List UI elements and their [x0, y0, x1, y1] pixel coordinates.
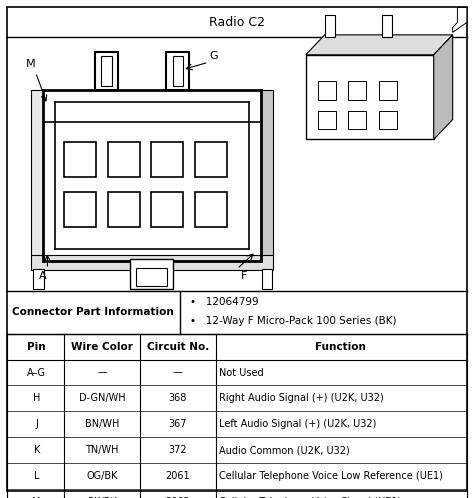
- Bar: [136, 268, 167, 286]
- Text: Pin: Pin: [27, 342, 46, 352]
- Bar: [101, 56, 112, 86]
- Bar: [64, 142, 96, 177]
- Text: L: L: [34, 471, 39, 481]
- Bar: [33, 269, 44, 289]
- Polygon shape: [453, 7, 467, 32]
- Text: Not Used: Not Used: [219, 368, 264, 377]
- Text: H: H: [33, 393, 40, 403]
- Bar: [348, 81, 366, 100]
- Bar: [262, 269, 272, 289]
- Text: 2062: 2062: [165, 497, 190, 498]
- Text: Left Audio Signal (+) (U2K, U32): Left Audio Signal (+) (U2K, U32): [219, 419, 377, 429]
- Bar: [379, 81, 397, 100]
- Bar: [382, 15, 392, 37]
- Text: K: K: [34, 445, 40, 455]
- Bar: [31, 255, 273, 270]
- Text: •   12-Way F Micro-Pack 100 Series (BK): • 12-Way F Micro-Pack 100 Series (BK): [190, 316, 396, 326]
- Text: Circuit No.: Circuit No.: [146, 342, 209, 352]
- Text: 372: 372: [168, 445, 187, 455]
- Text: Cellular Telephone Voice Low Reference (UE1): Cellular Telephone Voice Low Reference (…: [219, 471, 443, 481]
- Text: BN/WH: BN/WH: [85, 419, 119, 429]
- Polygon shape: [306, 35, 453, 55]
- Bar: [379, 111, 397, 129]
- Bar: [306, 55, 434, 139]
- Text: 2061: 2061: [165, 471, 190, 481]
- Text: •   12064799: • 12064799: [190, 297, 258, 307]
- Bar: [173, 56, 183, 86]
- Text: Connector Part Information: Connector Part Information: [11, 307, 173, 318]
- Bar: [108, 192, 140, 227]
- Bar: [325, 15, 335, 37]
- Text: 368: 368: [169, 393, 187, 403]
- Bar: [166, 52, 189, 90]
- Bar: [318, 111, 336, 129]
- Text: M: M: [26, 59, 36, 69]
- Text: Function: Function: [315, 342, 365, 352]
- Bar: [108, 142, 140, 177]
- Text: G: G: [209, 51, 218, 61]
- Bar: [151, 142, 183, 177]
- Text: PK/BK: PK/BK: [88, 497, 116, 498]
- Bar: [195, 142, 227, 177]
- Text: —: —: [173, 368, 182, 377]
- Text: TN/WH: TN/WH: [85, 445, 118, 455]
- Text: Audio Common (U2K, U32): Audio Common (U2K, U32): [219, 445, 350, 455]
- Text: —: —: [97, 368, 107, 377]
- Text: D-GN/WH: D-GN/WH: [79, 393, 125, 403]
- Bar: [318, 81, 336, 100]
- Text: Radio C2: Radio C2: [209, 16, 265, 29]
- Text: A: A: [39, 271, 46, 281]
- Bar: [64, 192, 96, 227]
- Polygon shape: [434, 35, 453, 139]
- Bar: [151, 192, 183, 227]
- Text: Right Audio Signal (+) (U2K, U32): Right Audio Signal (+) (U2K, U32): [219, 393, 384, 403]
- Text: F: F: [241, 271, 247, 281]
- Bar: [195, 192, 227, 227]
- Bar: [261, 90, 273, 256]
- Text: Cellular Telephone Voice Signal (UE1): Cellular Telephone Voice Signal (UE1): [219, 497, 401, 498]
- Text: 367: 367: [168, 419, 187, 429]
- Bar: [31, 90, 43, 256]
- Text: Wire Color: Wire Color: [71, 342, 133, 352]
- Text: J: J: [35, 419, 38, 429]
- Bar: [95, 52, 118, 90]
- Text: A–G: A–G: [27, 368, 46, 377]
- Bar: [130, 259, 173, 289]
- Text: M: M: [33, 497, 41, 498]
- Text: OG/BK: OG/BK: [86, 471, 118, 481]
- Bar: [348, 111, 366, 129]
